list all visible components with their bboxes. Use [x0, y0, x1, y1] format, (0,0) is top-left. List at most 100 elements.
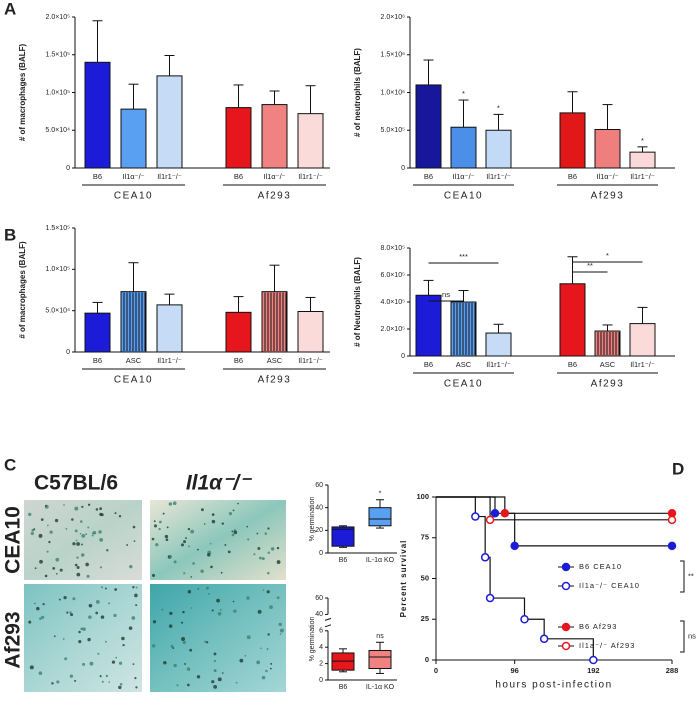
- cell: [197, 587, 200, 590]
- cell: [51, 682, 54, 685]
- cell: [104, 640, 107, 643]
- cell: [187, 527, 191, 531]
- cell: [81, 533, 86, 538]
- cell: [100, 615, 105, 619]
- cell: [119, 683, 123, 686]
- cell: [232, 600, 235, 603]
- cell: [59, 568, 63, 572]
- cell: [82, 627, 86, 631]
- cell: [217, 611, 222, 616]
- x-tick-label: B6: [424, 172, 433, 181]
- survival-point: [520, 615, 529, 624]
- cell: [267, 527, 270, 530]
- cell: [269, 605, 273, 610]
- cell: [33, 602, 36, 605]
- cell: [276, 596, 280, 600]
- x-tick-label: Il1r1⁻/⁻: [157, 172, 182, 181]
- cell: [168, 502, 173, 506]
- cell: [76, 542, 80, 546]
- cell: [76, 556, 79, 559]
- bar: [415, 294, 442, 357]
- y-tick-label: 1.5×10⁶: [381, 52, 406, 59]
- survival-line: [436, 496, 672, 547]
- cell: [121, 636, 125, 641]
- y-axis-label: # of Neutrophils (BALF): [353, 257, 362, 347]
- y-axis-label: % germination: [309, 617, 316, 662]
- cell: [135, 686, 138, 689]
- x-tick-label: B6: [568, 172, 577, 181]
- cell: [247, 538, 250, 541]
- y-tick-label: 4: [319, 644, 323, 651]
- cell: [211, 519, 216, 524]
- cell: [209, 542, 212, 545]
- y-axis-label: % germination: [309, 497, 316, 542]
- x-tick-label: B6: [339, 684, 348, 691]
- x-tick-label: Il1α⁻/⁻: [122, 172, 144, 181]
- cell: [155, 543, 159, 547]
- cell: [173, 663, 177, 668]
- cell: [76, 572, 81, 577]
- cell: [99, 507, 103, 511]
- cell: [151, 537, 155, 541]
- cell: [97, 652, 100, 655]
- cell: [152, 620, 157, 624]
- panel-letter: B: [4, 225, 16, 244]
- cell: [246, 525, 249, 528]
- cell: [183, 540, 187, 544]
- cell: [239, 658, 244, 663]
- cell: [279, 628, 284, 633]
- y-tick-label: 2.0×10⁵: [45, 14, 70, 21]
- legend-marker: [561, 641, 571, 651]
- cell: [164, 534, 169, 539]
- cell: [53, 635, 56, 638]
- cell: [49, 530, 53, 534]
- survival-point: [667, 515, 677, 525]
- cell: [256, 532, 259, 535]
- survival-line: [436, 496, 672, 514]
- cell: [257, 547, 261, 550]
- bar: [84, 61, 111, 169]
- cell: [80, 520, 83, 523]
- cell: [118, 661, 123, 665]
- cell: [74, 529, 78, 533]
- cell: [104, 587, 107, 590]
- y-tick-label: 2.0×10⁶: [381, 14, 406, 21]
- legend-label: B6 Af293: [579, 622, 617, 631]
- bar: [415, 84, 442, 169]
- x-tick-label: B6: [234, 172, 243, 181]
- bar: [297, 113, 324, 169]
- cell: [105, 674, 109, 678]
- cell: [210, 565, 213, 569]
- cell: [99, 566, 103, 569]
- cell: [126, 544, 129, 546]
- cell: [95, 611, 99, 615]
- cell: [180, 543, 185, 547]
- cell: [46, 550, 49, 553]
- cell: [129, 564, 133, 569]
- cell: [95, 508, 99, 511]
- cell: [262, 589, 265, 592]
- cell: [48, 540, 51, 544]
- cell: [169, 611, 173, 615]
- cell: [265, 669, 268, 673]
- y-tick-label: 1.5×10⁵: [45, 225, 70, 232]
- cell: [213, 652, 217, 656]
- cell: [260, 647, 262, 650]
- group-label: CEA10: [114, 191, 153, 202]
- bracket: [680, 620, 685, 653]
- cell: [220, 571, 223, 574]
- x-tick-label: Il1α⁻/⁻: [263, 172, 285, 181]
- y-tick-label: 1.0×10⁵: [45, 266, 70, 273]
- cell: [161, 608, 164, 611]
- cell: [246, 596, 250, 600]
- y-tick-label: 1.5×10⁵: [45, 52, 70, 59]
- y-tick-label: 0: [401, 165, 405, 172]
- cell: [244, 654, 247, 657]
- cell: [267, 633, 270, 636]
- cell: [276, 560, 281, 565]
- y-axis-label: # of macrophages (BALF): [18, 241, 27, 339]
- cell: [47, 524, 49, 527]
- cell: [182, 610, 185, 614]
- cell: [44, 574, 48, 578]
- cell: [87, 503, 91, 506]
